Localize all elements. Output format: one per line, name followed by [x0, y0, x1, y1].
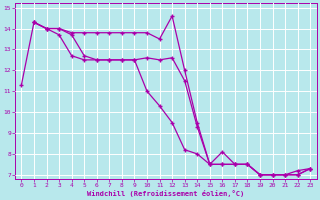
X-axis label: Windchill (Refroidissement éolien,°C): Windchill (Refroidissement éolien,°C) [87, 190, 244, 197]
